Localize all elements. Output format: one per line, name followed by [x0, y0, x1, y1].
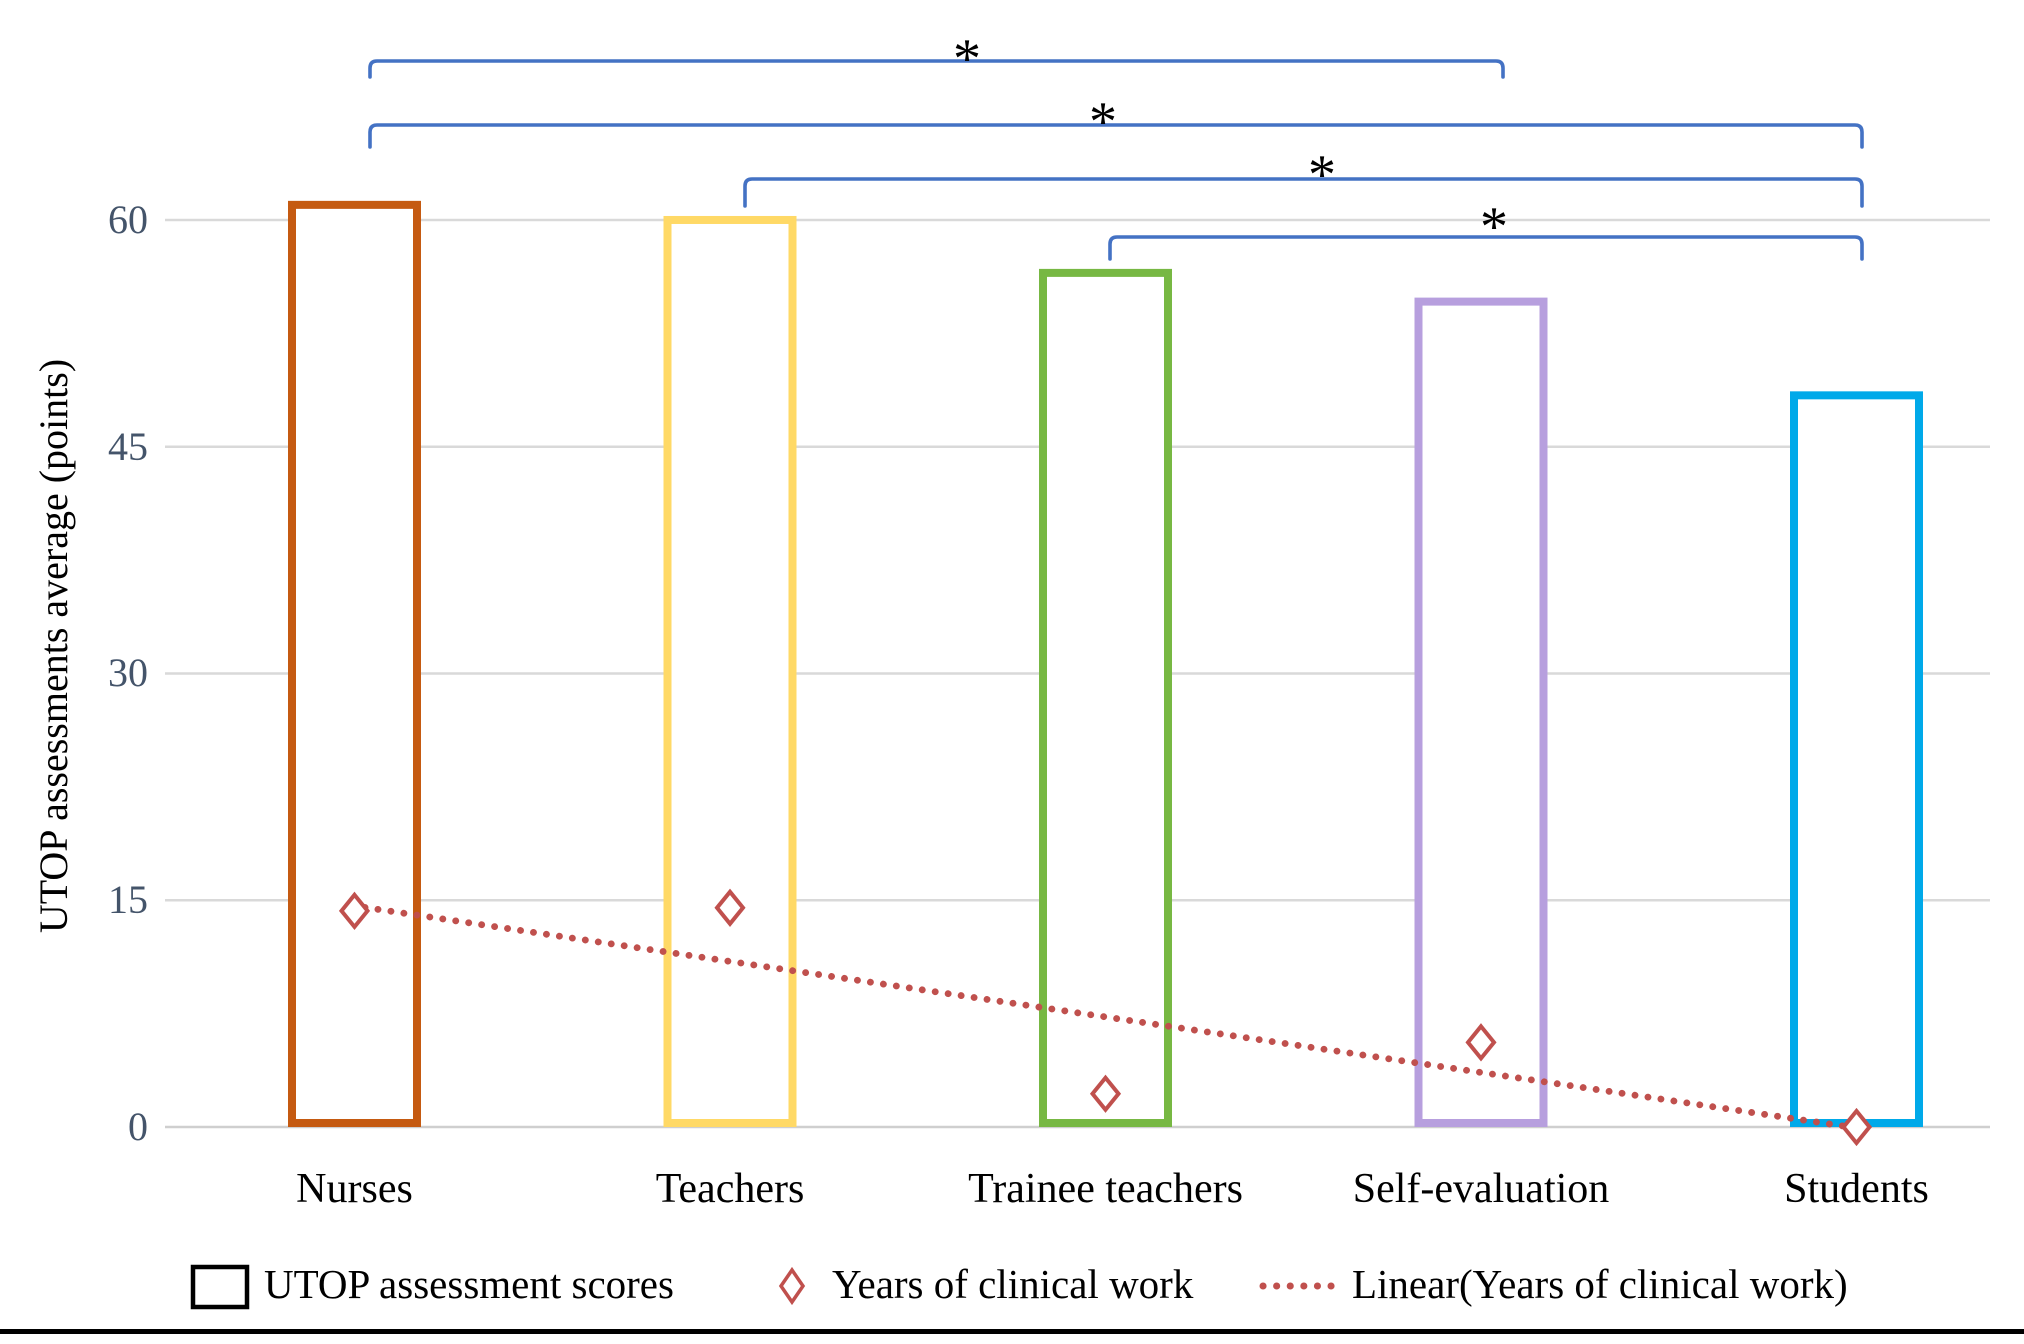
significance-bracket-2	[368, 123, 1864, 149]
diamond-marker-self-evaluation	[1465, 1023, 1497, 1062]
y-tick-label-45: 45	[108, 423, 148, 469]
trendline-dotted	[348, 902, 1854, 1131]
x-category-label-students: Students	[1784, 1166, 1929, 1212]
y-tick-label-0: 0	[128, 1104, 148, 1149]
legend-label-years-clinical: Years of clinical work	[832, 1261, 1194, 1307]
significance-asterisk-4: *	[1480, 196, 1508, 258]
diamond-marker-nurses	[338, 891, 371, 930]
significance-asterisk-2: *	[1089, 91, 1117, 153]
diamond-marker-teachers	[714, 888, 746, 927]
diamond-marker-legend-icon	[778, 1266, 806, 1306]
significance-bracket-1	[368, 59, 1505, 79]
legend-rect-glyph	[190, 1264, 250, 1310]
bar-students	[1790, 391, 1923, 1127]
y-axis-title: UTOP assessments average (points)	[31, 358, 76, 934]
bar-trainee-teachers	[1039, 268, 1172, 1127]
x-category-label-trainee-teachers: Trainee teachers	[968, 1166, 1243, 1212]
significance-asterisk-3: *	[1308, 144, 1336, 206]
significance-bracket-4	[1108, 235, 1864, 261]
x-category-label-teachers: Teachers	[655, 1166, 805, 1212]
diamond-marker-students	[1840, 1107, 1873, 1147]
significance-bracket-3	[743, 177, 1864, 208]
bar-teachers	[663, 215, 797, 1128]
y-tick-label-60: 60	[108, 196, 148, 242]
diamond-marker-trainee-teachers	[1089, 1074, 1122, 1113]
legend-label-utop-scores: UTOP assessment scores	[264, 1261, 674, 1307]
legend-diamond-glyph	[778, 1266, 806, 1306]
legend-label-linear-trend: Linear(Years of clinical work)	[1352, 1261, 1848, 1307]
bottom-border-rule	[0, 1329, 2024, 1334]
bar-series-legend-icon	[190, 1264, 250, 1310]
significance-asterisk-1: *	[953, 28, 981, 90]
x-category-label-self-evaluation: Self-evaluation	[1352, 1166, 1610, 1212]
bar-nurses	[288, 200, 421, 1128]
dotted-trendline-legend-icon	[1259, 1282, 1340, 1290]
x-category-label-nurses: Nurses	[296, 1166, 413, 1212]
bar-self-evaluation	[1414, 297, 1548, 1127]
y-tick-label-15: 15	[108, 877, 148, 923]
y-tick-label-30: 30	[108, 650, 148, 696]
